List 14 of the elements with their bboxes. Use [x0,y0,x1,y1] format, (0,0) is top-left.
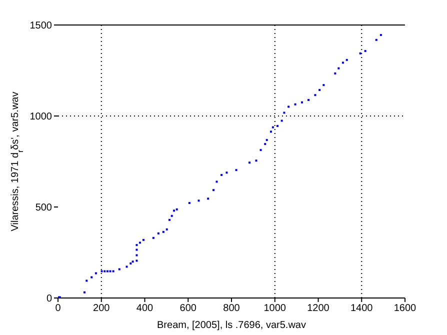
x-tick-label: 1600 [394,303,417,314]
y-tick-label: 500 [35,202,52,214]
y-tick-label: 1000 [30,112,52,123]
x-tick-label: 600 [180,303,197,314]
x-tick-label: 400 [136,303,154,314]
y-tick-label: 1500 [30,20,52,32]
x-tick-label: 1400 [350,303,374,314]
x-tick-label: 1000 [264,303,286,314]
y-tick-label: 0 [46,294,52,305]
x-tick-label: 800 [223,303,240,314]
x-tick-label: 200 [93,303,110,314]
x-tick-label: 1200 [307,303,330,314]
x-tick-label: 0 [55,303,62,314]
x-axis-title: Bream, [2005], ls .7696, var5.wav [157,320,306,331]
